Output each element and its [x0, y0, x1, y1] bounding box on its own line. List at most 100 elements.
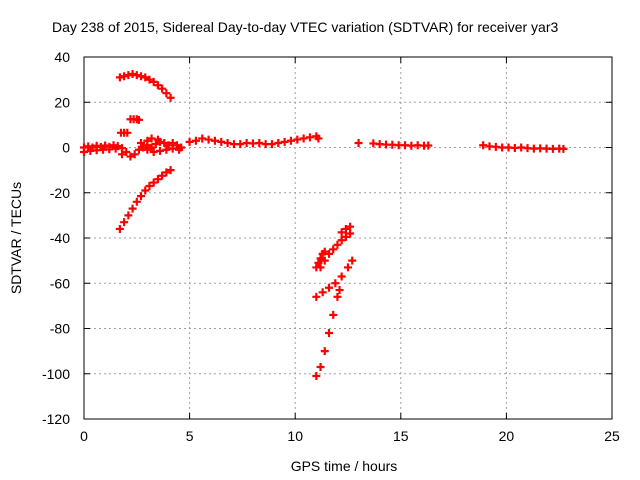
data-point	[134, 115, 143, 124]
data-point	[126, 152, 135, 161]
data-point	[141, 73, 150, 82]
data-point	[151, 140, 160, 149]
data-point	[120, 218, 129, 227]
data-point	[424, 141, 433, 150]
data-point	[314, 258, 323, 267]
series-gap-steep-1	[312, 247, 329, 272]
data-point	[210, 136, 219, 145]
data-point	[84, 142, 93, 151]
data-point	[331, 279, 340, 288]
data-point	[101, 141, 110, 150]
data-point	[166, 93, 175, 102]
data-point	[236, 140, 245, 149]
data-point	[153, 175, 162, 184]
series-gap-drop	[312, 286, 344, 381]
series-gap-mid	[312, 256, 357, 301]
data-point	[153, 81, 162, 90]
data-point	[293, 135, 302, 144]
data-point	[166, 166, 175, 175]
data-point	[267, 140, 276, 149]
data-point	[316, 263, 325, 272]
data-point	[158, 84, 167, 93]
data-point	[346, 222, 355, 231]
y-tick-label: -80	[50, 321, 70, 337]
data-point	[320, 347, 329, 356]
data-point	[286, 136, 295, 145]
data-point	[299, 134, 308, 143]
data-point	[124, 211, 133, 220]
data-point	[164, 141, 173, 150]
data-point	[191, 136, 200, 145]
data-point	[217, 137, 226, 146]
x-tick-label: 25	[604, 428, 620, 444]
data-point	[324, 283, 333, 292]
data-point	[255, 138, 264, 147]
data-point	[316, 362, 325, 371]
data-point	[143, 136, 152, 145]
data-point	[333, 292, 342, 301]
data-point	[337, 236, 346, 245]
data-point	[337, 228, 346, 237]
data-point	[223, 138, 232, 147]
series-lower-arc	[115, 166, 175, 233]
data-point	[122, 148, 131, 157]
data-point	[149, 148, 158, 157]
y-tick-label: 0	[62, 140, 70, 156]
data-point	[168, 144, 177, 153]
y-tick-label: -60	[50, 275, 70, 291]
data-point	[141, 186, 150, 195]
data-point	[335, 286, 344, 295]
data-point	[132, 197, 141, 206]
data-point	[346, 229, 355, 238]
data-point	[341, 224, 350, 233]
series-short-segments	[116, 115, 143, 137]
data-point	[147, 143, 156, 152]
y-axis-label: SDTVAR / TECUs	[8, 182, 24, 294]
data-point	[162, 168, 171, 177]
data-point	[280, 137, 289, 146]
data-point	[198, 134, 207, 143]
data-point	[320, 256, 329, 265]
data-point	[344, 263, 352, 272]
data-point	[128, 69, 137, 78]
data-point	[145, 75, 154, 84]
data-point	[143, 145, 152, 154]
data-point	[348, 256, 357, 265]
series-upper-arc	[115, 69, 175, 102]
y-tick-label: -120	[42, 411, 70, 427]
data-point	[80, 148, 88, 157]
data-point	[175, 145, 184, 154]
x-tick-label: 0	[80, 428, 88, 444]
data-point	[320, 247, 329, 256]
data-point	[479, 141, 488, 150]
data-point	[137, 138, 146, 147]
data-point	[316, 254, 325, 263]
y-tick-label: 20	[54, 94, 70, 110]
series-gap-top	[337, 222, 355, 237]
data-point	[274, 138, 283, 147]
y-tick-label: -40	[50, 230, 70, 246]
data-point	[204, 135, 213, 144]
data-point	[559, 144, 568, 153]
data-point	[329, 310, 338, 319]
data-point	[162, 89, 171, 98]
data-point	[130, 150, 139, 159]
data-point	[145, 181, 154, 190]
data-point	[124, 71, 133, 80]
series-gap-steep-2	[316, 229, 355, 272]
data-point	[115, 224, 124, 233]
data-point	[132, 71, 141, 80]
x-tick-label: 20	[499, 428, 515, 444]
plot-frame	[83, 56, 613, 420]
y-tick-label: -100	[42, 366, 70, 382]
data-point	[333, 240, 342, 249]
data-point	[153, 135, 162, 144]
data-point	[134, 145, 143, 154]
x-tick-label: 5	[186, 428, 194, 444]
data-point	[149, 178, 158, 187]
data-point	[123, 128, 132, 137]
data-point	[139, 143, 148, 152]
data-point	[137, 192, 146, 201]
x-axis-label: GPS time / hours	[291, 458, 398, 474]
